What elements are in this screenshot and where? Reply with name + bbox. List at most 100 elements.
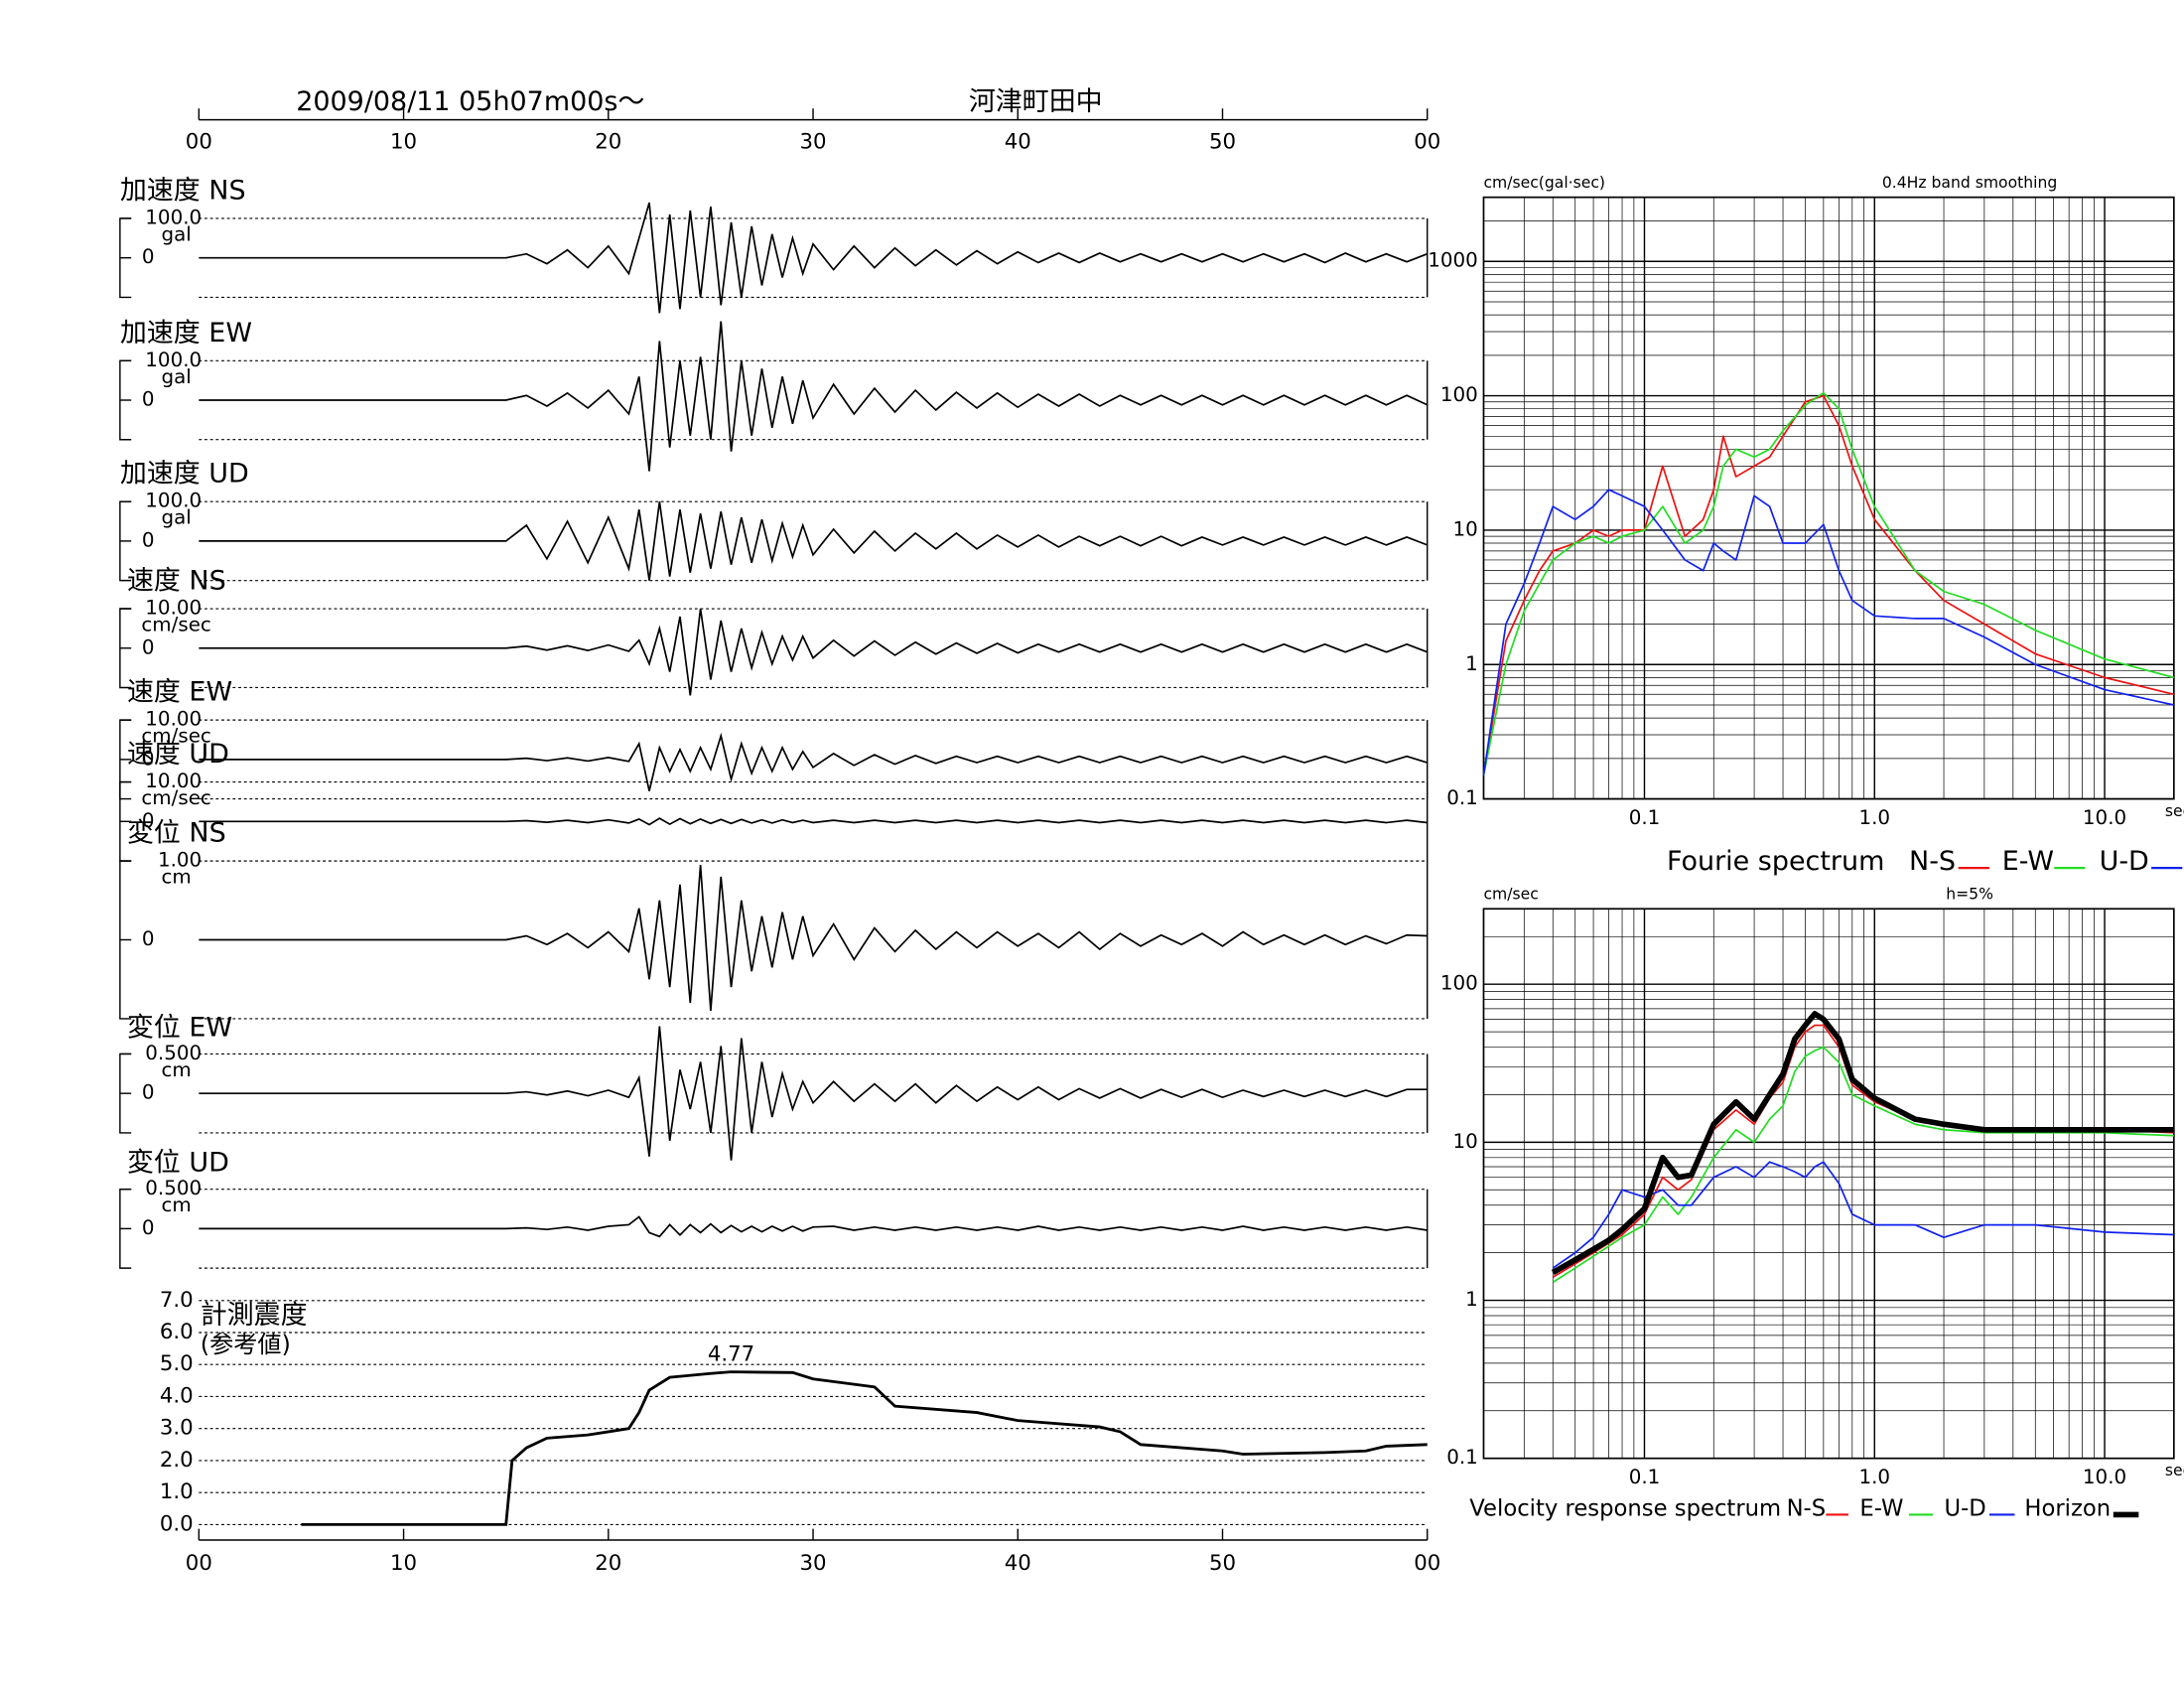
legend-label: U-D	[1945, 1495, 1986, 1521]
x-tick-label: 00	[186, 1551, 212, 1576]
panel-label: 速度 NS	[127, 566, 226, 597]
legend-label: N-S	[1787, 1495, 1827, 1521]
note: 0.4Hz band smoothing	[1882, 174, 2057, 192]
y-tick-label: 0	[142, 809, 155, 832]
unit-label: cm	[161, 1058, 191, 1081]
y-tick-label: 0.500	[145, 1177, 202, 1199]
y-tick-label: 10	[1453, 517, 1478, 540]
y-tick-label: 1	[1465, 652, 1478, 675]
unit-label: cm/sec	[141, 725, 210, 748]
x-tick-label: 1.0	[1858, 1466, 1890, 1488]
y-tick-label: 100	[1440, 972, 1478, 995]
y-tick-label: 100.0	[145, 206, 202, 228]
y-tick-label: 1	[1465, 1288, 1478, 1311]
waveform	[199, 732, 1428, 791]
y-tick-label: 3.0	[160, 1416, 194, 1441]
x-tick-label: 30	[800, 1551, 827, 1576]
chart-title: 計測震度	[201, 1300, 308, 1331]
y-tick-label: 1.0	[160, 1479, 194, 1504]
x-tick-label: 10	[390, 1551, 417, 1576]
x-tick-label: 40	[1005, 129, 1031, 154]
panel-label: 変位 UD	[127, 1148, 229, 1179]
unit-label: cm	[161, 1194, 191, 1216]
unit-label: gal	[161, 506, 191, 529]
y-tick-label: 10	[1453, 1130, 1478, 1153]
legend-label: U-D	[2100, 846, 2149, 877]
x-tick-label: 30	[800, 129, 827, 154]
x-tick-label: 0.1	[1629, 1466, 1661, 1488]
unit-label: cm	[161, 866, 191, 889]
station-name: 河津町田中	[969, 86, 1103, 117]
y-tick-label: 1.00	[158, 849, 202, 872]
x-tick-label: 10	[390, 129, 417, 154]
y-tick-label: 0.1	[1446, 1446, 1478, 1469]
x-tick-label: 00	[1414, 1551, 1440, 1576]
panel-label: 加速度 UD	[120, 459, 249, 490]
panel-label: 加速度 EW	[120, 318, 252, 349]
y-tick-label: 0	[142, 747, 155, 770]
y-tick-label: 0.1	[1446, 786, 1478, 809]
unit-label: cm/sec	[141, 786, 210, 809]
y-tick-label: 7.0	[160, 1288, 194, 1313]
spectrum-line	[1552, 1024, 2174, 1279]
x-tick-label: 10.0	[2083, 1466, 2126, 1488]
panel-label: 速度 UD	[127, 739, 229, 770]
waveform	[199, 608, 1429, 696]
y-axis-label: cm/sec	[1483, 886, 1538, 904]
waveform	[199, 864, 1428, 1012]
legend-label: N-S	[1909, 846, 1956, 877]
legend-label: E-W	[2002, 846, 2054, 877]
unit-label: gal	[161, 365, 191, 388]
chart-subtitle: (参考値)	[201, 1331, 291, 1358]
y-tick-label: 0	[142, 245, 155, 268]
waveform	[199, 817, 1428, 826]
waveform	[199, 202, 1429, 314]
y-tick-label: 5.0	[160, 1351, 194, 1376]
y-tick-label: 0	[142, 1216, 155, 1239]
x-tick-label: 20	[595, 129, 621, 154]
waveform	[199, 501, 1429, 581]
plot-frame	[1482, 196, 2175, 800]
x-tick-label: 20	[595, 1551, 621, 1576]
x-tick-label: 50	[1209, 1551, 1236, 1576]
y-tick-label: 0	[142, 635, 155, 658]
legend-label: E-W	[1859, 1495, 1903, 1521]
panel-label: 速度 EW	[127, 677, 232, 708]
y-tick-label: 4.0	[160, 1383, 194, 1408]
y-tick-label: 0.500	[145, 1042, 202, 1064]
unit-label: cm/sec	[141, 614, 210, 636]
spectrum-line	[1552, 1046, 2174, 1284]
x-tick-label: 00	[186, 129, 212, 154]
y-tick-label: 100.0	[145, 490, 202, 512]
unit-label: gal	[161, 222, 191, 245]
x-tick-label: 1.0	[1858, 806, 1890, 829]
y-tick-label: 0.0	[160, 1511, 194, 1536]
legend-title: Velocity response spectrum	[1469, 1495, 1781, 1521]
x-tick-label: 00	[1414, 129, 1440, 154]
y-tick-label: 1000	[1428, 249, 1478, 272]
spectrum-line	[1551, 1011, 2174, 1275]
y-tick-label: 10.00	[145, 708, 202, 731]
x-tick-label: 40	[1005, 1551, 1031, 1576]
x-tick-label: 50	[1209, 129, 1236, 154]
legend-label: Horizon	[2024, 1495, 2111, 1521]
spectrum-line	[1482, 391, 2175, 775]
y-tick-label: 0	[142, 388, 155, 411]
legend-title: Fourie spectrum	[1667, 846, 1884, 877]
chart-title: 2009/08/11 05h07m00s〜	[296, 86, 644, 117]
spectrum-line	[1482, 489, 2175, 775]
x-axis-label: sec	[2165, 1462, 2184, 1479]
panel-label: 変位 NS	[127, 818, 226, 849]
waveform	[199, 1215, 1428, 1238]
y-tick-label: 0	[142, 528, 155, 551]
y-tick-label: 100.0	[145, 349, 202, 371]
y-tick-label: 0	[142, 1081, 155, 1104]
y-tick-label: 0	[142, 927, 155, 950]
panel-label: 加速度 NS	[120, 175, 246, 206]
x-axis-label: sec	[2165, 802, 2184, 820]
panel-label: 変位 EW	[127, 1012, 232, 1043]
intensity-line	[301, 1370, 1428, 1526]
peak-label: 4.77	[708, 1342, 754, 1367]
y-tick-label: 6.0	[160, 1320, 194, 1344]
